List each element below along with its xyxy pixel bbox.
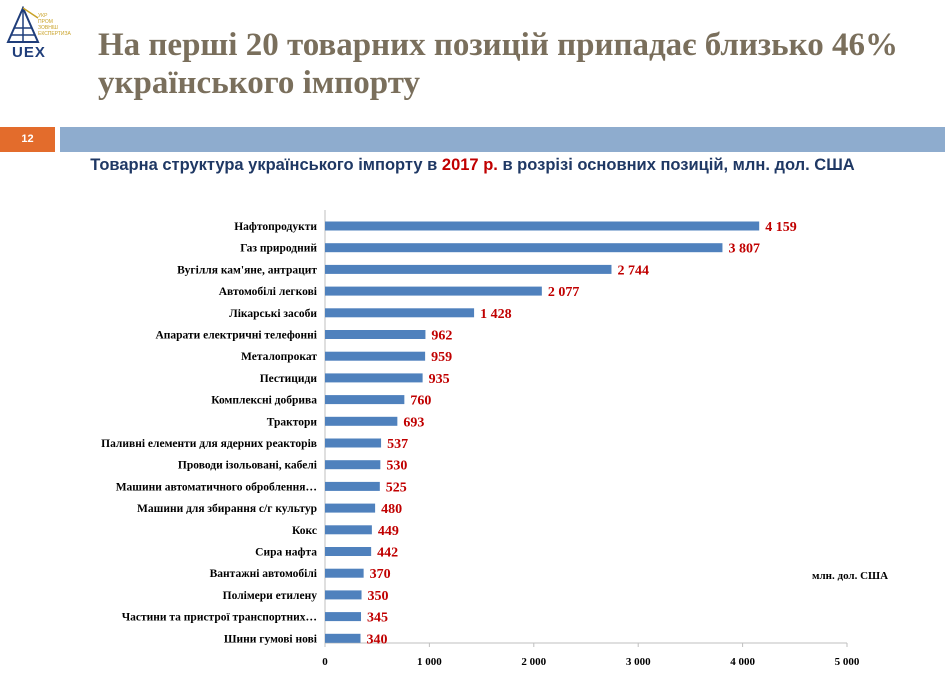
bar bbox=[325, 590, 362, 600]
unit-label: млн. дол. США bbox=[812, 570, 889, 582]
category-label: Проводи ізольовані, кабелі bbox=[178, 460, 318, 472]
bar bbox=[325, 612, 362, 622]
value-label: 345 bbox=[367, 611, 388, 626]
bar bbox=[325, 481, 380, 491]
category-label: Нафтопродукти bbox=[234, 221, 317, 233]
bar bbox=[325, 286, 542, 296]
header-band bbox=[60, 127, 945, 152]
bar bbox=[325, 416, 398, 426]
logo-line-3: ЗОВНІШ bbox=[38, 25, 58, 31]
category-label: Кокс bbox=[292, 525, 317, 537]
page-title: На перші 20 товарних позицій припадає бл… bbox=[98, 27, 898, 101]
bar bbox=[325, 373, 423, 383]
tick-label: 4 000 bbox=[730, 656, 755, 668]
value-label: 442 bbox=[377, 546, 398, 561]
category-label: Паливні елементи для ядерних реакторів bbox=[101, 438, 317, 450]
category-label: Трактори bbox=[267, 416, 318, 428]
logo-small-text: УКР ПРОМ ЗОВНІШ ЕКСПЕРТИЗА bbox=[38, 13, 78, 37]
bar-chart: Нафтопродукти 4 159 Газ природний 3 807 Вугі… bbox=[101, 210, 860, 668]
bar bbox=[325, 568, 364, 578]
logo-tower-icon bbox=[6, 5, 40, 43]
category-label: Металопрокат bbox=[241, 351, 317, 363]
category-label: Вантажні автомобілі bbox=[210, 568, 318, 580]
subtitle-year: 2017 р. bbox=[441, 156, 498, 174]
bar bbox=[325, 351, 426, 361]
category-label: Апарати електричні телефонні bbox=[155, 330, 317, 342]
value-label: 1 428 bbox=[480, 307, 512, 322]
bar bbox=[325, 547, 372, 556]
logo-line-4: ЕКСПЕРТИЗА bbox=[38, 31, 71, 37]
category-label: Лікарські засоби bbox=[229, 308, 317, 320]
tick-label: 3 000 bbox=[626, 656, 651, 668]
value-label: 935 bbox=[429, 372, 450, 387]
tick-label: 0 bbox=[322, 656, 328, 668]
value-label: 959 bbox=[431, 350, 452, 365]
bar bbox=[325, 221, 760, 231]
category-label: Сира нафта bbox=[255, 547, 317, 559]
tick-label: 1 000 bbox=[417, 656, 442, 668]
category-label: Частини та пристрої транспортних… bbox=[122, 612, 317, 624]
bar bbox=[325, 503, 376, 513]
value-label: 530 bbox=[386, 459, 407, 474]
bar bbox=[325, 243, 723, 253]
bar bbox=[325, 264, 612, 274]
bar bbox=[325, 438, 382, 448]
value-label: 760 bbox=[410, 394, 431, 409]
value-label: 2 744 bbox=[617, 263, 649, 278]
category-label: Машини автоматичного оброблення… bbox=[116, 481, 317, 493]
category-label: Шини гумові нові bbox=[224, 633, 318, 645]
value-label: 340 bbox=[366, 632, 387, 647]
logo-text: UEX bbox=[12, 44, 46, 61]
category-label: Автомобілі легкові bbox=[219, 286, 318, 298]
bar bbox=[325, 330, 426, 339]
category-label: Пестициди bbox=[260, 373, 318, 385]
category-label: Машини для збирання с/г культур bbox=[137, 503, 317, 515]
subtitle-after: в розрізі основних позицій, млн. дол. СШ… bbox=[497, 156, 855, 174]
tick-label: 2 000 bbox=[521, 656, 546, 668]
tick-label: 5 000 bbox=[835, 656, 860, 668]
bar bbox=[325, 460, 381, 470]
category-label: Комплексні добрива bbox=[211, 395, 317, 407]
bar bbox=[325, 633, 361, 643]
value-label: 350 bbox=[368, 589, 389, 604]
value-label: 693 bbox=[403, 415, 424, 430]
value-label: 4 159 bbox=[765, 220, 797, 235]
logo-line-1: УКР bbox=[38, 13, 48, 19]
slide-number: 12 bbox=[0, 127, 55, 152]
bar bbox=[325, 308, 475, 318]
value-label: 449 bbox=[378, 524, 399, 539]
category-label: Вугілля кам'яне, антрацит bbox=[177, 264, 317, 276]
value-label: 962 bbox=[431, 329, 452, 344]
bar bbox=[325, 395, 405, 405]
value-label: 480 bbox=[381, 502, 402, 517]
chart-subtitle: Товарна структура українського імпорту в… bbox=[0, 156, 945, 175]
subtitle-before: Товарна структура українського імпорту в bbox=[90, 156, 442, 174]
category-label: Полімери етилену bbox=[223, 590, 318, 602]
bar bbox=[325, 525, 372, 535]
value-label: 2 077 bbox=[548, 285, 580, 300]
value-label: 370 bbox=[370, 567, 391, 582]
category-label: Газ природний bbox=[240, 243, 317, 255]
uex-logo: УКР ПРОМ ЗОВНІШ ЕКСПЕРТИЗА UEX bbox=[6, 5, 78, 61]
logo-line-2: ПРОМ bbox=[38, 19, 53, 25]
value-label: 525 bbox=[386, 480, 407, 495]
value-label: 3 807 bbox=[728, 242, 760, 257]
value-label: 537 bbox=[387, 437, 408, 452]
